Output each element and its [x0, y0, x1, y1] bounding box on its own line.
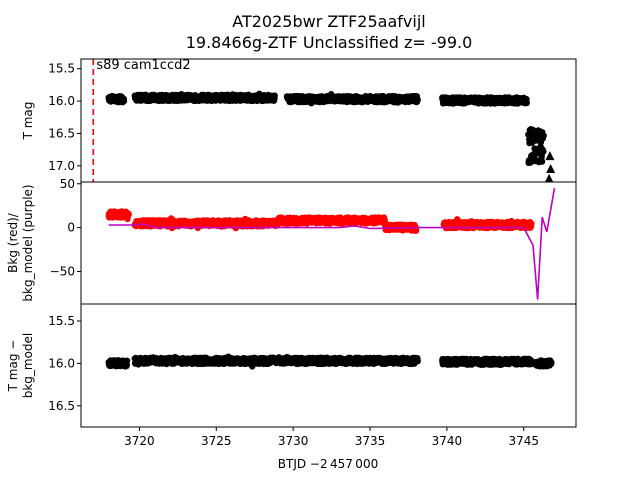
upper-limit-marker: [545, 151, 555, 161]
x-tick-label: 3745: [508, 434, 539, 448]
x-tick-label: 3720: [124, 434, 155, 448]
y-tick-label: 15.5: [48, 62, 75, 76]
y-axis-label-line: Bkg (red)/: [6, 212, 20, 273]
data-point: [414, 96, 421, 104]
data-point: [120, 97, 128, 105]
chart-title-line2: 19.8466g-ZTF Unclassified z= -99.0: [186, 33, 473, 52]
y-tick-label: 16.5: [48, 399, 75, 413]
panel-marks: [105, 353, 555, 370]
x-tick-label: 3730: [278, 434, 309, 448]
panel-frame: [80, 58, 577, 183]
panel-top: s89 cam1ccd2 15.5 16.0 16.5 17.0 T mag: [21, 58, 577, 183]
data-point: [271, 92, 278, 99]
y-axis-label-line: T mag −: [6, 340, 20, 393]
y-axis-label: T mag: [21, 102, 35, 141]
data-point: [548, 359, 555, 366]
data-point: [528, 357, 535, 365]
data-point: [125, 211, 132, 218]
data-point: [523, 99, 530, 107]
y-axis-label: Bkg (red)/bkg_model (purple): [6, 184, 35, 301]
panel-bottom: 15.5 16.0 16.5 T mag −bkg_model 3720 3725 3730…: [6, 303, 577, 448]
data-point: [538, 158, 546, 165]
panel-marks: [105, 90, 556, 182]
y-tick-label: 16.0: [48, 356, 75, 370]
x-tick-label: 3735: [355, 434, 386, 448]
y-axis-label-line: bkg_model (purple): [21, 184, 35, 301]
upper-limit-marker: [546, 164, 556, 174]
y-axis-label-line: bkg_model: [21, 333, 35, 399]
x-axis-label: BTJD −2 457 000: [278, 457, 378, 471]
sector-annotation: s89 cam1ccd2: [96, 58, 190, 73]
panel-frame: [80, 181, 577, 305]
bkg-model-line: [108, 187, 556, 300]
y-tick-label: 15.5: [48, 314, 75, 328]
panel-middle: 50 0 −50 Bkg (red)/bkg_model (purple): [6, 177, 577, 305]
panel-marks: [105, 187, 556, 300]
data-point: [540, 148, 547, 155]
data-point: [412, 227, 420, 234]
y-axis-label-line: T mag: [21, 102, 35, 141]
y-axis-label: T mag −bkg_model: [6, 333, 35, 399]
upper-limit-marker: [544, 173, 554, 182]
x-tick-label: 3725: [201, 434, 232, 448]
y-tick-label: 16.0: [48, 94, 75, 108]
data-point: [123, 357, 131, 364]
data-point: [540, 132, 547, 139]
y-tick-label: −50: [50, 265, 75, 279]
x-tick-label: 3740: [432, 434, 463, 448]
y-tick-label: 16.5: [48, 126, 75, 140]
panel-frame: [80, 303, 577, 428]
chart-title-line1: AT2025bwr ZTF25aafvijl: [232, 12, 425, 31]
data-point: [528, 220, 535, 227]
y-tick-label: 17.0: [48, 159, 75, 173]
data-point: [414, 358, 421, 365]
y-tick-label: 0: [67, 221, 75, 235]
y-tick-label: 50: [60, 177, 75, 191]
